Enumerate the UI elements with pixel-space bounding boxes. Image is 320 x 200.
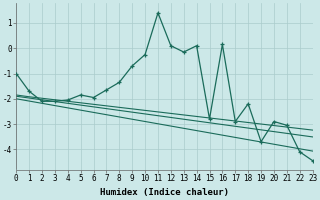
X-axis label: Humidex (Indice chaleur): Humidex (Indice chaleur) xyxy=(100,188,229,197)
